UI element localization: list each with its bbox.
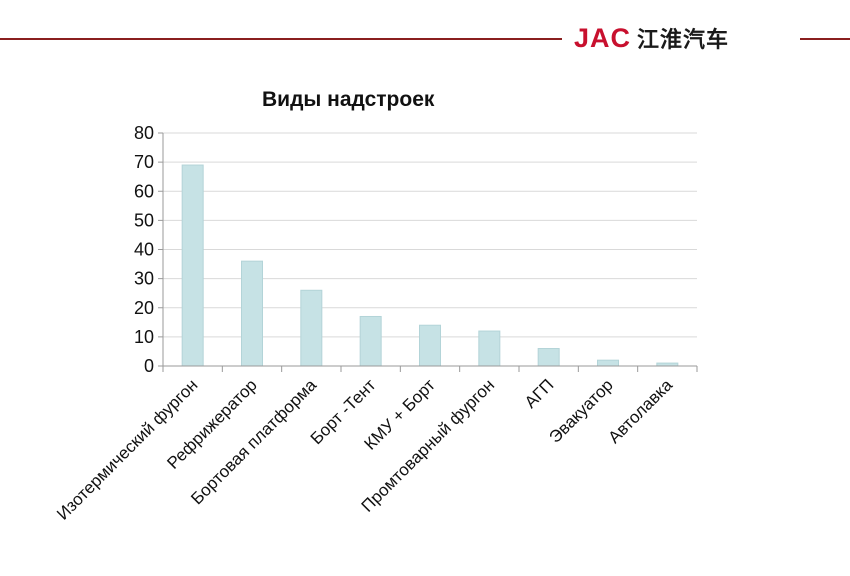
y-tick-label: 70 (134, 152, 154, 172)
header-divider-left (0, 38, 562, 40)
y-tick-label: 50 (134, 210, 154, 230)
bar (419, 324, 441, 367)
y-tick-label: 80 (134, 123, 154, 143)
chart-title: Виды надстроек (262, 88, 435, 111)
bar (300, 289, 323, 367)
bar (537, 348, 560, 367)
y-tick-label: 0 (144, 356, 154, 376)
y-tick-label: 30 (134, 269, 154, 289)
y-tick-label: 40 (134, 240, 154, 260)
bar (241, 260, 263, 367)
y-tick-label: 60 (134, 181, 154, 201)
brand-logo-cjk: 江淮汽车 (637, 28, 730, 53)
bar (597, 359, 619, 367)
x-tick-label: Автолавка (605, 375, 677, 447)
y-tick-label: 20 (134, 298, 154, 318)
brand-logo-latin: JAC (574, 22, 632, 53)
bar (359, 315, 382, 367)
header-divider-right (800, 38, 850, 40)
bar (478, 330, 501, 367)
brand-logo: JAC 江淮汽车 (574, 22, 729, 54)
x-tick-label: АГП (521, 375, 558, 412)
bar (181, 164, 204, 367)
y-tick-label: 10 (134, 327, 154, 347)
